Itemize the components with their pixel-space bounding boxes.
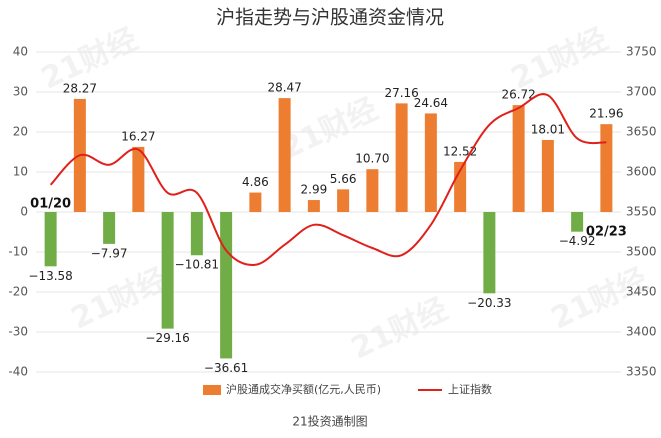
data-label: 21.96	[589, 107, 623, 121]
bar	[44, 212, 57, 267]
y-tick-label: -40	[8, 365, 28, 379]
y2-tick-label: 3600	[626, 165, 657, 179]
y2-tick-label: 3750	[626, 45, 657, 59]
data-label: 16.27	[121, 129, 155, 143]
data-label: 28.27	[63, 81, 97, 95]
bar	[220, 212, 233, 359]
data-label: 5.66	[330, 172, 357, 186]
data-label: 27.16	[384, 86, 418, 100]
bar	[249, 192, 262, 212]
bar	[424, 113, 437, 212]
data-label: −20.33	[467, 296, 511, 310]
annotation: 02/23	[586, 225, 627, 240]
bar	[278, 98, 291, 212]
y2-tick-label: 3450	[626, 285, 657, 299]
y-tick-label: -10	[8, 245, 28, 259]
chart-title: 沪指走势与沪股通资金情况	[216, 7, 444, 29]
y-tick-label: 0	[20, 205, 28, 219]
data-label: −36.61	[204, 361, 248, 375]
data-label: 10.70	[355, 152, 389, 166]
y-tick-label: -20	[8, 285, 28, 299]
line	[49, 93, 607, 266]
bar	[512, 105, 525, 212]
bar	[161, 212, 174, 329]
data-label: 24.64	[414, 96, 448, 110]
data-label: −29.16	[145, 331, 189, 345]
y-tick-label: -30	[8, 325, 28, 339]
data-label: 28.47	[267, 81, 301, 95]
y-tick-label: 30	[13, 85, 28, 99]
data-label: −10.81	[175, 258, 219, 272]
bar	[483, 212, 496, 294]
bar	[541, 139, 554, 212]
annotation: 01/20	[30, 197, 71, 212]
bar	[366, 169, 379, 212]
data-label: −13.58	[28, 269, 72, 283]
data-label: 2.99	[301, 183, 328, 197]
bar	[307, 200, 320, 212]
y2-tick-label: 3700	[626, 85, 657, 99]
bar	[190, 212, 203, 256]
legend-label: 沪股通成交净买额(亿元,人民币)	[226, 382, 381, 396]
y2-tick-label: 3350	[626, 365, 657, 379]
bar	[600, 124, 613, 212]
y-tick-label: 20	[13, 125, 28, 139]
data-label: 18.01	[531, 122, 565, 136]
y2-tick-label: 3400	[626, 325, 657, 339]
y2-tick-label: 3550	[626, 205, 657, 219]
y2-tick-label: 3650	[626, 125, 657, 139]
data-label: −7.97	[91, 246, 128, 260]
bar	[132, 146, 145, 212]
bar	[571, 212, 584, 232]
data-label: 26.72	[501, 88, 535, 102]
y-tick-label: 10	[13, 165, 28, 179]
bar	[395, 103, 408, 212]
legend-label: 上证指数	[448, 382, 492, 396]
y-tick-label: 40	[13, 45, 28, 59]
data-label: 4.86	[242, 175, 269, 189]
source: 21投资通制图	[292, 414, 367, 429]
bar	[103, 212, 116, 244]
y2-tick-label: 3500	[626, 245, 657, 259]
data-label: −4.92	[559, 234, 596, 248]
bar	[337, 189, 350, 212]
legend-swatch	[203, 385, 221, 395]
